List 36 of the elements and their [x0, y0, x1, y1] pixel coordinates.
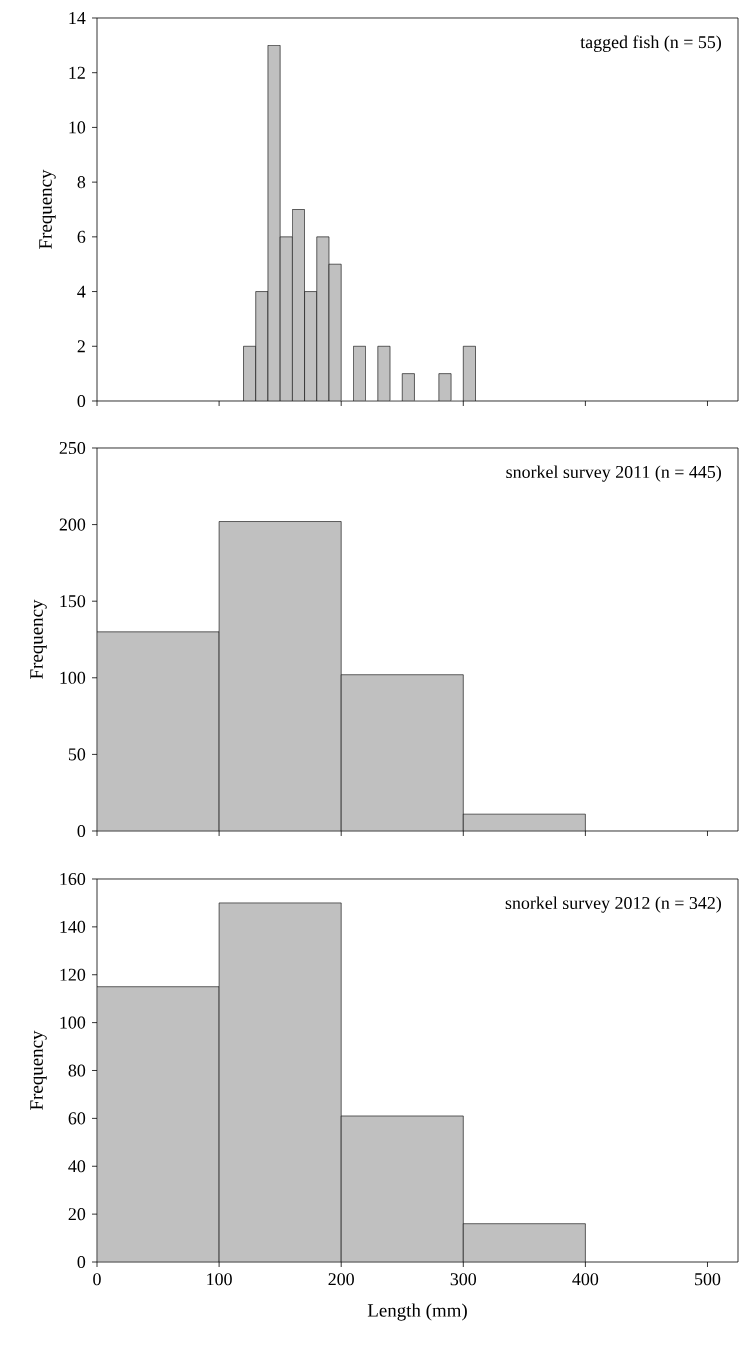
y-tick-label: 150 [60, 595, 86, 608]
y-tick-label: 200 [59, 518, 86, 531]
annotation: snorkel survey 2011 (n = 445) [506, 465, 721, 482]
y-tick-label: 4 [77, 285, 86, 298]
y-tick-label: 250 [59, 441, 86, 455]
y-tick-label: 2 [77, 340, 85, 353]
y-tick-label: 50 [68, 748, 86, 761]
y-tick-label: 8 [77, 176, 86, 189]
x-tick-label: 100 [207, 1273, 232, 1286]
y-tick-label: 100 [60, 1016, 86, 1029]
y-tick-label: 12 [69, 66, 85, 79]
x-axis-title: Length (mm) [367, 1303, 467, 1321]
y-tick-label: 0 [77, 394, 86, 408]
y-axis-title: Frequency [30, 1030, 47, 1110]
x-tick-label: 300 [450, 1273, 477, 1286]
y-tick-label: 14 [69, 12, 86, 24]
annotation: tagged fish (n = 55) [580, 35, 721, 52]
annotation: snorkel survey 2012 (n = 342) [505, 896, 721, 913]
x-tick-label: 0 [93, 1273, 101, 1286]
y-tick-label: 60 [68, 1112, 86, 1125]
x-tick-label: 400 [572, 1273, 599, 1286]
x-tick-label: 200 [328, 1273, 354, 1286]
y-tick-label: 140 [60, 920, 86, 933]
y-tick-label: 0 [77, 1255, 86, 1269]
y-tick-label: 120 [60, 968, 86, 981]
y-tick-label: 100 [60, 671, 86, 684]
y-tick-label: 40 [68, 1160, 86, 1173]
y-axis-title: Frequency [39, 169, 56, 249]
y-tick-label: 20 [68, 1208, 86, 1221]
y-tick-label: 10 [69, 121, 86, 134]
y-tick-label: 160 [60, 872, 86, 886]
y-tick-label: 6 [77, 230, 86, 243]
y-axis-title: Frequency [30, 599, 47, 679]
y-tick-label: 0 [77, 824, 86, 838]
x-tick-label: 500 [695, 1273, 721, 1286]
y-tick-label: 80 [68, 1064, 86, 1077]
